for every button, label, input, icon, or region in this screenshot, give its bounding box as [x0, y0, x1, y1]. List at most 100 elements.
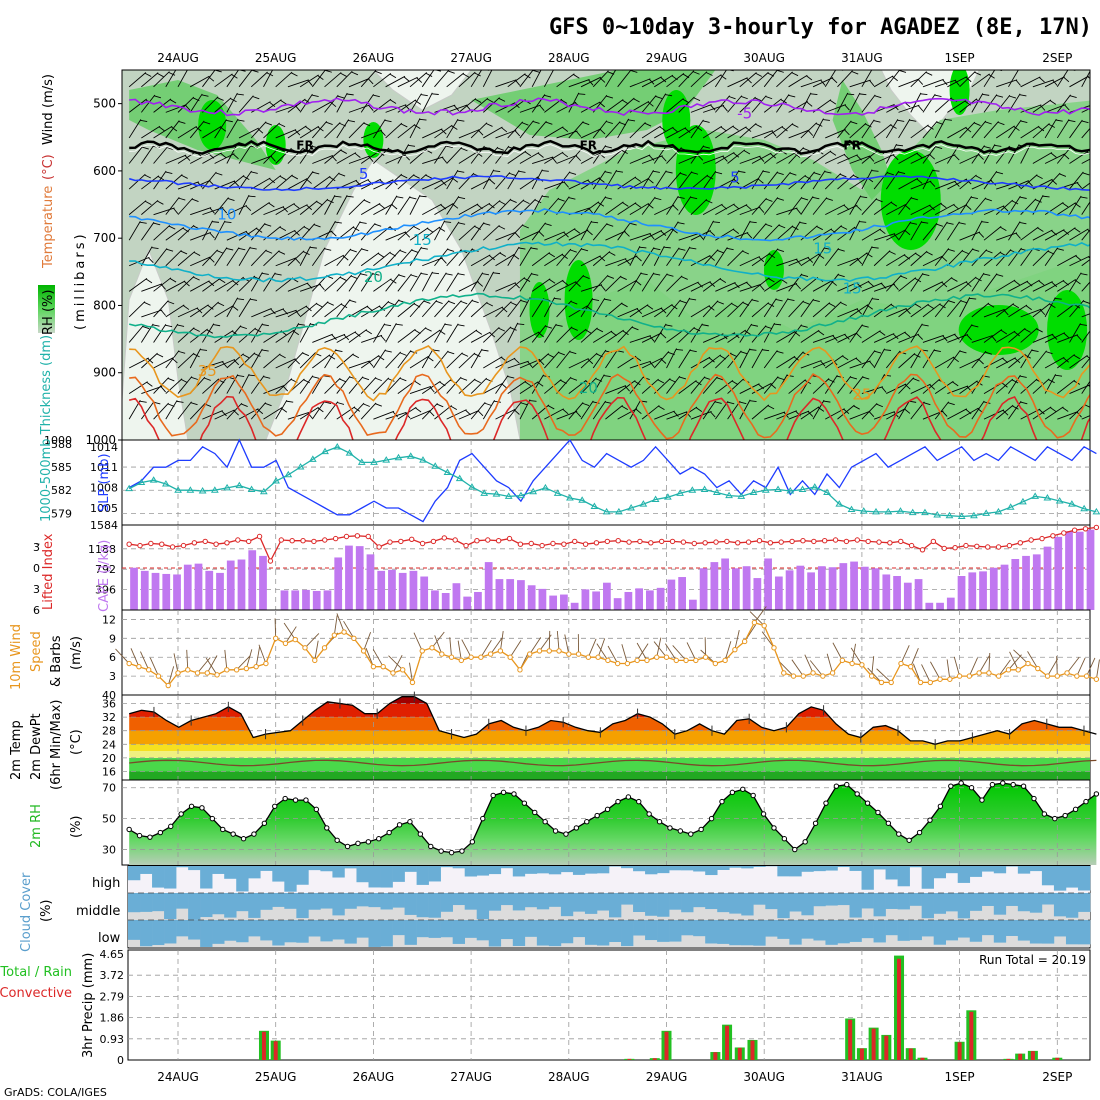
upper-barb: [959, 276, 977, 292]
upper-barb-flag: [436, 403, 444, 408]
upper-barb-flag: [1059, 173, 1067, 177]
upper-barb: [837, 404, 855, 420]
upper-barb: [226, 175, 245, 190]
wind10m-barb: [186, 649, 189, 670]
upper-barb: [251, 308, 272, 318]
pressure-tick-label-4: 900: [93, 366, 116, 380]
upper-barb: [592, 374, 605, 394]
upper-barb: [1057, 227, 1076, 241]
wind10m-tick-2: 9: [109, 632, 116, 645]
upper-barb-flag: [895, 144, 904, 147]
upper-barb-flag: [690, 196, 698, 200]
lifted-index-point: [1017, 540, 1024, 546]
upper-barb: [1044, 247, 1059, 267]
upper-barb: [446, 409, 467, 420]
cloud-bar: [741, 866, 754, 869]
upper-barb-flag: [444, 323, 452, 326]
upper-barb: [360, 203, 381, 216]
upper-barb-flag: [892, 154, 899, 161]
upper-barb-flag: [702, 146, 710, 149]
upper-barb: [983, 329, 1003, 343]
upper-barb-flag: [302, 352, 310, 357]
upper-barb: [153, 277, 172, 292]
wind10m-speed-point: [331, 632, 338, 638]
wind10m-barb: [434, 635, 443, 655]
lifted-index-point: [550, 540, 556, 547]
rh2m-label: 2m RH: [29, 804, 44, 848]
upper-barb: [800, 406, 820, 420]
rh2m-point: [875, 809, 881, 816]
cloud-bar: [921, 893, 934, 919]
cloud-bar: [705, 920, 718, 944]
upper-barb-flag: [759, 156, 765, 163]
upper-barb: [177, 181, 199, 190]
upper-barb: [128, 173, 146, 190]
upper-barb: [739, 123, 757, 139]
upper-barb: [690, 305, 710, 318]
upper-barb: [641, 76, 662, 88]
cape-bar: [549, 595, 558, 610]
upper-barb: [507, 401, 522, 420]
upper-barb: [470, 222, 485, 241]
wind10m-speed-point: [243, 665, 250, 672]
isotherm-label-0: -5: [737, 104, 752, 122]
wind10m-speed-point: [380, 663, 386, 670]
upper-barb: [519, 104, 541, 113]
upper-barb: [812, 302, 831, 318]
upper-barb: [690, 323, 703, 343]
upper-barb: [702, 125, 723, 139]
wind10m-barb: [832, 642, 843, 661]
upper-barb: [458, 329, 478, 343]
cloud-bar: [596, 893, 610, 911]
rh2m-point: [1041, 811, 1048, 817]
upper-barb: [409, 327, 427, 343]
cloud-bar: [308, 893, 321, 910]
upper-barb: [336, 152, 357, 164]
upper-barb: [739, 383, 760, 394]
upper-barb-flag: [335, 349, 343, 352]
upper-barb: [617, 144, 630, 164]
upper-barb-flag: [168, 225, 176, 230]
thickness-point: [235, 481, 244, 489]
upper-barb-flag: [695, 126, 703, 132]
wind10m-speed-point: [624, 660, 631, 667]
upper-barb: [434, 405, 452, 420]
upper-barb-flag: [604, 171, 612, 174]
isotherm-label-4: 15: [413, 231, 432, 249]
upper-barb-flag: [278, 123, 286, 128]
upper-barb-flag: [734, 282, 740, 289]
cape-bar: [860, 566, 869, 610]
cloud-bar: [753, 866, 766, 867]
wind10m-speed-point: [566, 651, 572, 657]
cloud-bar: [188, 893, 201, 920]
wind10m-barb: [921, 664, 931, 683]
cape-bar: [527, 585, 536, 610]
cloud-bar: [957, 893, 971, 919]
cape-bar: [678, 577, 686, 610]
upper-barb: [592, 330, 613, 343]
upper-barb: [519, 331, 540, 343]
upper-barb-flag: [887, 172, 894, 176]
wind10m-barb: [1095, 659, 1100, 680]
upper-barb: [886, 254, 906, 267]
thickness-point: [639, 500, 648, 507]
upper-barb: [1094, 170, 1100, 189]
upper-barb: [141, 94, 156, 113]
slp-bottom-tick: 1584: [90, 519, 118, 532]
upper-barb: [1044, 229, 1065, 241]
isotherm-label-5: 20: [364, 268, 383, 286]
upper-barb: [654, 126, 674, 139]
upper-barb-flag: [209, 232, 215, 239]
upper-barb-flag: [413, 226, 421, 231]
upper-barb: [1057, 379, 1075, 394]
cloud-bar: [248, 920, 261, 937]
upper-barb-flag: [486, 302, 494, 307]
upper-barb-flag: [501, 383, 508, 389]
upper-barb: [653, 93, 667, 113]
wind10m-barb: [197, 657, 211, 674]
upper-barb: [1008, 374, 1021, 394]
upper-barb: [385, 122, 403, 139]
wind10m-barb: [1086, 657, 1096, 677]
upper-barb: [299, 375, 314, 394]
upper-barb: [446, 104, 468, 113]
